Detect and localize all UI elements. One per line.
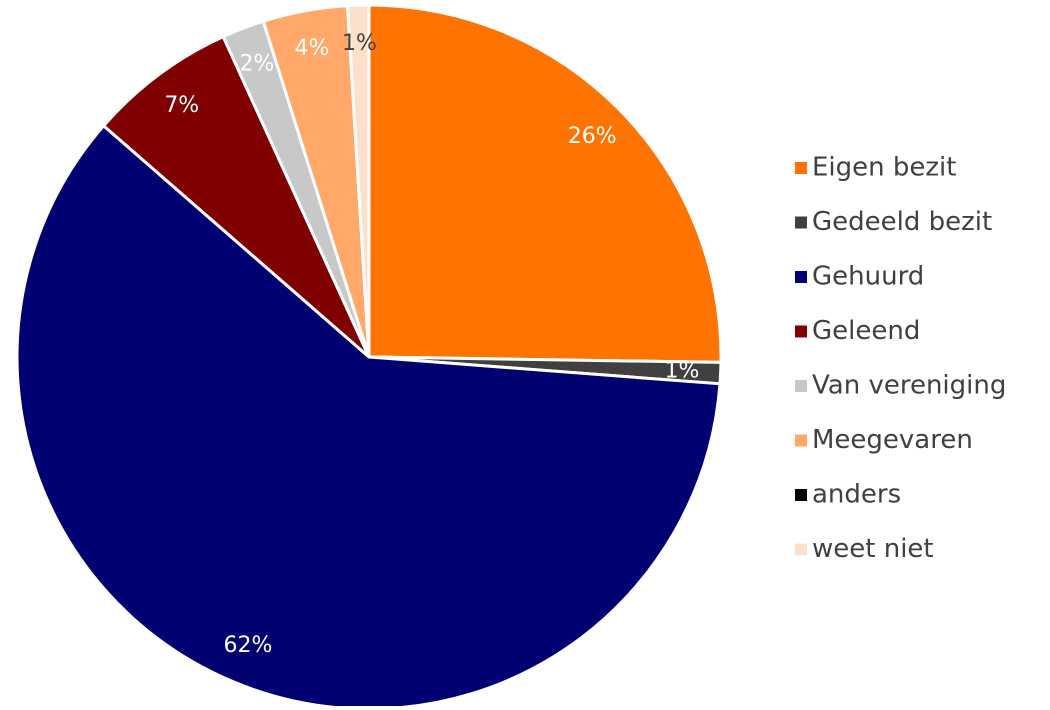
legend-swatch xyxy=(795,216,807,229)
legend-label: Meegevaren xyxy=(812,425,973,455)
legend-swatch xyxy=(795,434,807,447)
legend-label: anders xyxy=(812,480,901,510)
legend-swatch xyxy=(795,271,807,283)
legend-swatch xyxy=(795,162,807,174)
legend-label: Gehuurd xyxy=(812,262,924,292)
legend-swatch xyxy=(795,543,807,556)
pie-slice xyxy=(102,35,371,359)
data-label: 4% xyxy=(295,36,330,61)
data-label: 62% xyxy=(224,633,273,658)
legend-label: Eigen bezit xyxy=(812,153,956,183)
data-label: 7% xyxy=(164,93,199,118)
data-label: 1% xyxy=(342,31,377,56)
pie-slice xyxy=(367,3,723,364)
legend-label: Geleend xyxy=(812,316,920,346)
legend-label: weet niet xyxy=(812,534,934,564)
legend-swatch xyxy=(795,325,807,338)
legend-swatch xyxy=(795,380,807,392)
pie-slice xyxy=(15,124,722,710)
legend-label: Van vereniging xyxy=(812,371,1006,401)
legend-swatch xyxy=(795,489,807,501)
data-label: 26% xyxy=(568,124,617,149)
data-label: 2% xyxy=(239,51,274,76)
legend-label: Gedeeld bezit xyxy=(812,207,992,237)
pie-slice xyxy=(346,3,371,359)
